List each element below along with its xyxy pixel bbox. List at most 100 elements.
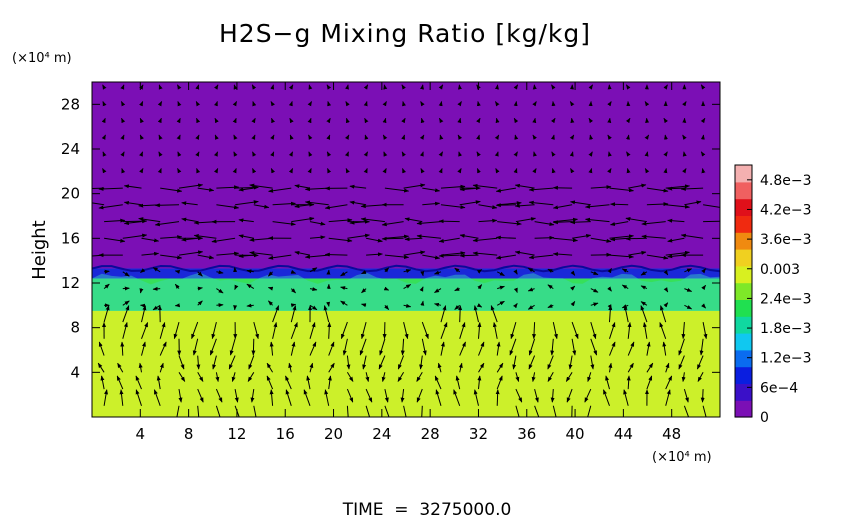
wind-vector-113 [197, 187, 215, 192]
wind-vector-45 [141, 305, 147, 323]
wind-vector-364 [440, 322, 448, 339]
wind-vector-447 [513, 287, 518, 293]
wind-vector-536 [589, 134, 594, 140]
wind-vector-129 [216, 251, 240, 256]
colorbar-label-0: 0 [760, 410, 769, 426]
colorbar-swatch-7 [735, 282, 752, 300]
wind-vector-564 [627, 322, 632, 339]
wind-vector-484 [550, 338, 555, 356]
wind-vector-426 [496, 300, 505, 306]
wind-vector-602 [665, 362, 670, 373]
wind-vector-135 [213, 151, 219, 157]
wind-vector-401 [477, 375, 482, 390]
wind-vector-269 [324, 252, 348, 257]
wind-vector-552 [585, 204, 610, 209]
wind-vector-413 [459, 187, 479, 192]
wind-vector-187 [267, 286, 274, 291]
wind-vector-218 [288, 101, 293, 107]
wind-vector-371 [416, 221, 442, 226]
wind-vector-154 [232, 168, 237, 174]
wind-vector-242 [328, 362, 335, 373]
wind-vector-114 [196, 168, 201, 174]
wind-vector-296 [364, 134, 369, 140]
wind-vector-209 [268, 254, 292, 260]
wind-vector-71 [138, 217, 161, 223]
wind-vector-448 [513, 269, 518, 275]
wind-vector-551 [585, 217, 610, 223]
wind-vector-280 [365, 405, 371, 417]
wind-vector-302 [381, 372, 386, 382]
wind-vector-316 [382, 134, 388, 140]
wind-vector-51 [123, 221, 142, 226]
wind-vector-70 [160, 235, 183, 240]
wind-vector-346 [420, 300, 425, 306]
wind-vector-585 [640, 305, 648, 323]
wind-vector-106 [197, 300, 203, 306]
wind-vector-418 [476, 101, 481, 107]
wind-vector-632 [684, 200, 702, 206]
wind-vector-81 [178, 389, 183, 403]
wind-vector-575 [626, 151, 631, 157]
wind-vector-566 [621, 304, 629, 309]
wind-vector-403 [478, 341, 485, 356]
y-unit-label: (×10⁴ m) [12, 51, 72, 66]
wind-vector-237 [307, 117, 312, 124]
wind-vector-251 [328, 218, 353, 223]
wind-vector-284 [359, 338, 367, 356]
wind-vector-380 [453, 389, 461, 406]
wind-vector-540 [603, 389, 610, 406]
wind-vector-457 [513, 117, 519, 124]
wind-vector-136 [214, 134, 219, 140]
wind-vector-365 [440, 305, 447, 323]
wind-vector-417 [476, 117, 481, 124]
wind-vector-444 [509, 338, 517, 356]
wind-vector-299 [363, 84, 369, 90]
wind-vector-385 [458, 305, 463, 323]
wind-vector-530 [590, 237, 612, 243]
y-tick-label-12: 12 [61, 274, 80, 292]
wind-vector-492 [528, 200, 554, 206]
wind-vector-655 [700, 151, 706, 157]
wind-vector-184 [272, 322, 278, 339]
wind-vector-627 [684, 287, 693, 292]
wind-vector-405 [473, 305, 479, 323]
wind-vector-594 [644, 168, 650, 174]
wind-vector-259 [326, 84, 332, 90]
colorbar-label-4: 2.4e−3 [760, 291, 812, 307]
wind-vector-167 [246, 283, 255, 290]
wind-vector-620 [683, 405, 690, 417]
wind-vector-287 [361, 288, 367, 294]
wind-vector-144 [229, 338, 236, 356]
wind-vector-162 [247, 372, 255, 382]
wind-vector-91 [154, 221, 180, 227]
wind-vector-425 [490, 305, 498, 323]
wind-vector-351 [404, 217, 423, 223]
wind-vector-653 [680, 186, 704, 191]
wind-vector-587 [640, 285, 648, 290]
wind-vector-554 [607, 168, 612, 174]
wind-vector-64 [159, 322, 166, 339]
colorbar-label-6: 3.6e−3 [760, 232, 812, 248]
wind-vector-128 [216, 270, 224, 275]
wind-vector-308 [384, 267, 390, 273]
wind-vector-414 [476, 168, 481, 174]
colorbar-swatch-11 [735, 215, 752, 233]
y-tick-label-20: 20 [61, 185, 80, 203]
wind-vector-496 [550, 134, 555, 140]
wind-vector-468 [527, 267, 535, 273]
wind-vector-199 [270, 84, 275, 90]
wind-vector-506 [570, 300, 576, 307]
wind-vector-411 [478, 218, 498, 223]
wind-vector-200 [285, 389, 292, 406]
wind-vector-650 [680, 233, 704, 239]
x-tick-label-24: 24 [372, 425, 391, 443]
wind-vector-539 [588, 84, 594, 90]
y-tick-label-28: 28 [61, 95, 80, 113]
x-tick-label-28: 28 [421, 425, 440, 443]
wind-vector-442 [515, 372, 520, 382]
wind-vector-28 [122, 271, 130, 277]
wind-vector-416 [476, 134, 480, 140]
wind-vector-614 [663, 168, 668, 174]
wind-vector-175 [252, 151, 257, 157]
wind-vector-142 [231, 372, 236, 382]
